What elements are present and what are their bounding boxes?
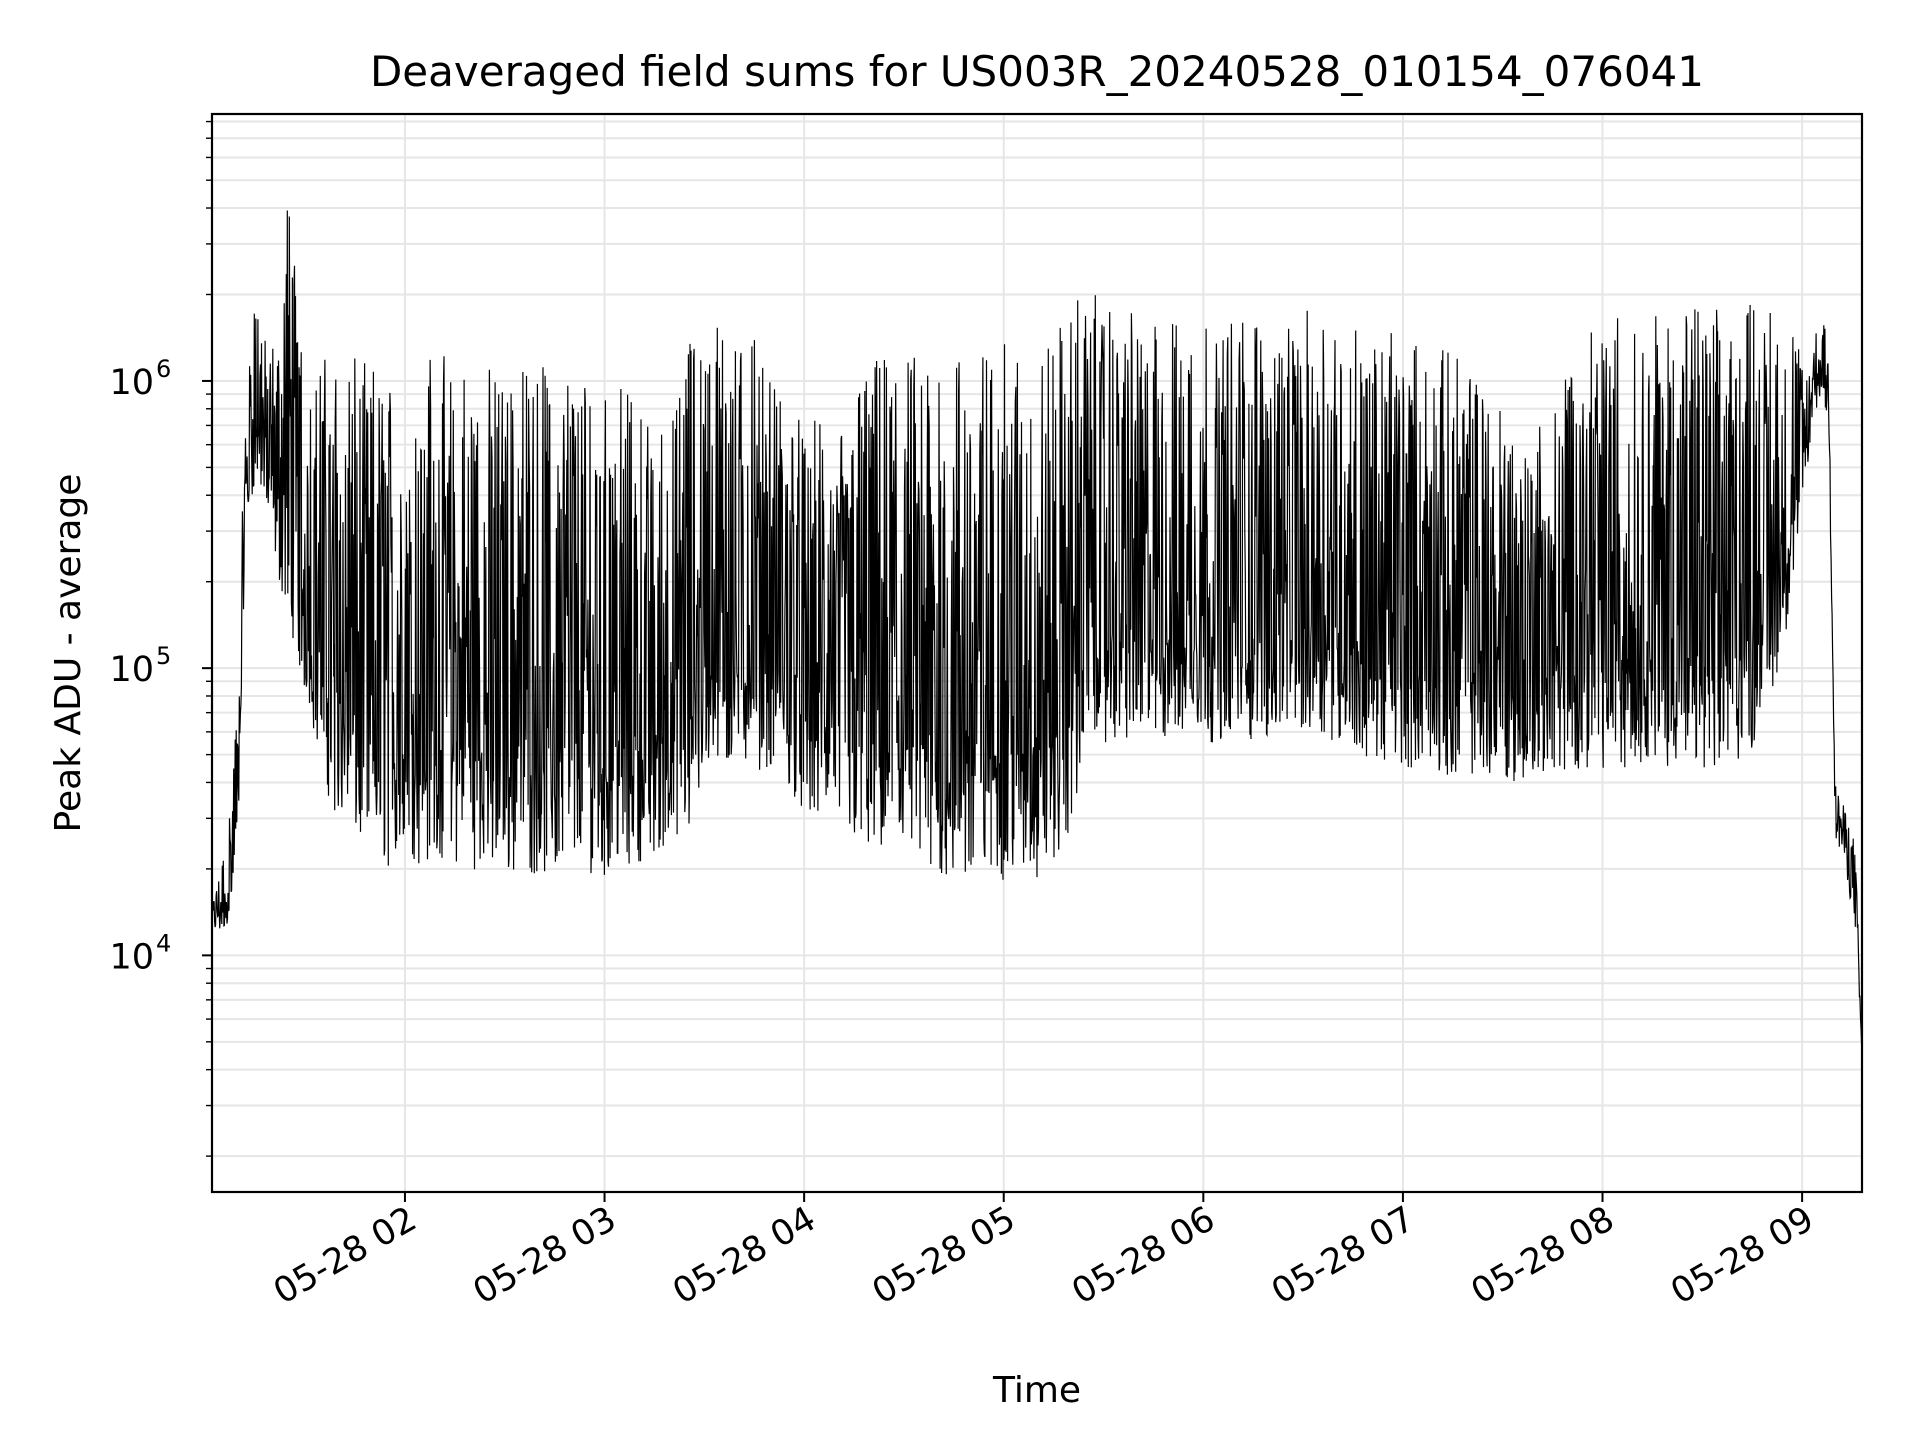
- series-line: [211, 210, 1863, 1056]
- plot-frame: [210, 112, 1864, 1194]
- x-axis-label: Time: [992, 1370, 1081, 1411]
- axes-layer: [210, 112, 1864, 1194]
- y-tick-exponent: 6: [156, 355, 171, 383]
- x-tick-label: 05-28 08: [1465, 1199, 1621, 1312]
- y-tick-exponent: 4: [156, 929, 171, 957]
- series-layer: [211, 210, 1863, 1056]
- x-tick-label: 05-28 06: [1066, 1199, 1222, 1312]
- x-tick-label: 05-28 04: [666, 1199, 822, 1312]
- y-tick-label: 10: [109, 650, 154, 690]
- x-tick-label: 05-28 07: [1265, 1199, 1421, 1312]
- y-axis-label: Peak ADU - average: [48, 474, 89, 833]
- x-tick-label: 05-28 03: [467, 1199, 623, 1312]
- y-tick-label: 10: [109, 937, 154, 977]
- y-tick-exponent: 5: [156, 642, 171, 670]
- x-tick-label: 05-28 05: [866, 1199, 1022, 1312]
- chart-title: Deaveraged field sums for US003R_2024052…: [370, 47, 1704, 96]
- x-tick-label: 05-28 02: [267, 1199, 423, 1312]
- y-tick-label: 10: [109, 363, 154, 403]
- x-tick-label: 05-28 09: [1664, 1199, 1820, 1312]
